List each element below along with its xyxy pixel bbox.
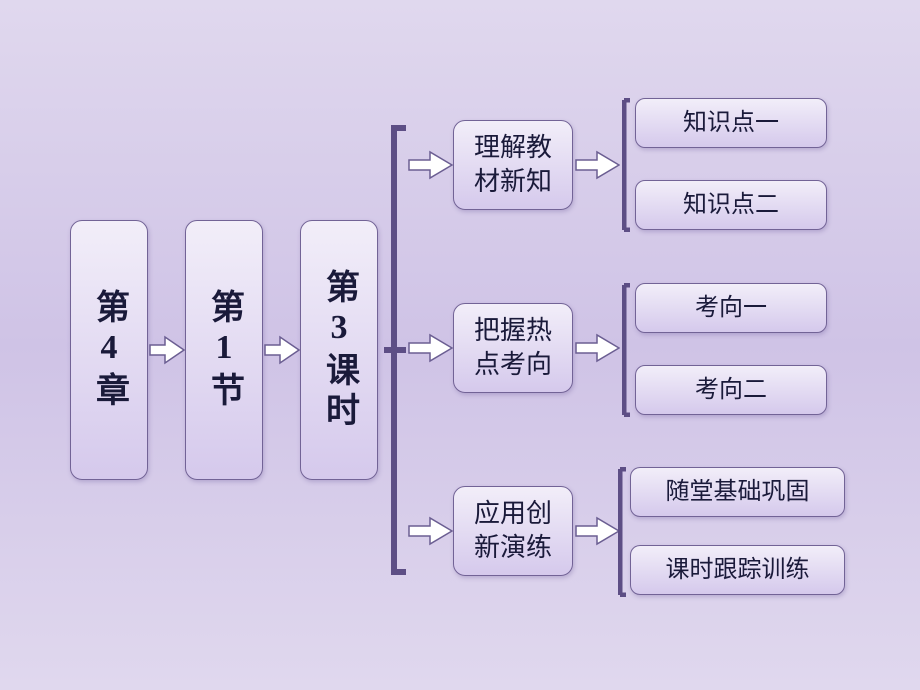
leaf-node-4: 考向二	[635, 365, 827, 415]
arrow-to-mid1	[408, 150, 453, 180]
arrow-sec-lesson	[264, 335, 300, 365]
leaf2-label: 知识点二	[683, 191, 779, 220]
arrow-mid2-out	[575, 333, 620, 363]
leaf1-label: 知识点一	[683, 109, 779, 138]
mid3-text: 应用创新演练	[474, 497, 552, 565]
lesson-label: 第3课时	[315, 269, 364, 432]
arrow-ch-sec	[149, 335, 185, 365]
mid2-text: 把握热点考向	[474, 314, 552, 382]
section-node: 第1节	[185, 220, 263, 480]
leaf-node-3: 考向一	[635, 283, 827, 333]
arrow-mid3-out	[575, 516, 620, 546]
arrow-mid1-out	[575, 150, 620, 180]
leaf3-label: 考向一	[695, 294, 767, 323]
lesson-node: 第3课时	[300, 220, 378, 480]
leaf6-label: 课时跟踪训练	[666, 556, 810, 585]
leaf5-label: 随堂基础巩固	[666, 478, 810, 507]
leaf-node-2: 知识点二	[635, 180, 827, 230]
leaf4-label: 考向二	[695, 376, 767, 405]
arrow-to-mid2	[408, 333, 453, 363]
mid-node-2: 把握热点考向	[453, 303, 573, 393]
bracket-leaf-3	[618, 467, 628, 602]
chapter-label: 第4章	[85, 289, 134, 412]
arrow-to-mid3	[408, 516, 453, 546]
bracket-leaf-1	[622, 98, 632, 237]
mid-node-1: 理解教材新知	[453, 120, 573, 210]
section-label: 第1节	[200, 289, 249, 412]
mid1-text: 理解教材新知	[474, 131, 552, 199]
bracket-leaf-2	[622, 283, 632, 422]
bracket-main	[380, 120, 408, 585]
chapter-node: 第4章	[70, 220, 148, 480]
leaf-node-6: 课时跟踪训练	[630, 545, 845, 595]
leaf-node-1: 知识点一	[635, 98, 827, 148]
leaf-node-5: 随堂基础巩固	[630, 467, 845, 517]
mid-node-3: 应用创新演练	[453, 486, 573, 576]
